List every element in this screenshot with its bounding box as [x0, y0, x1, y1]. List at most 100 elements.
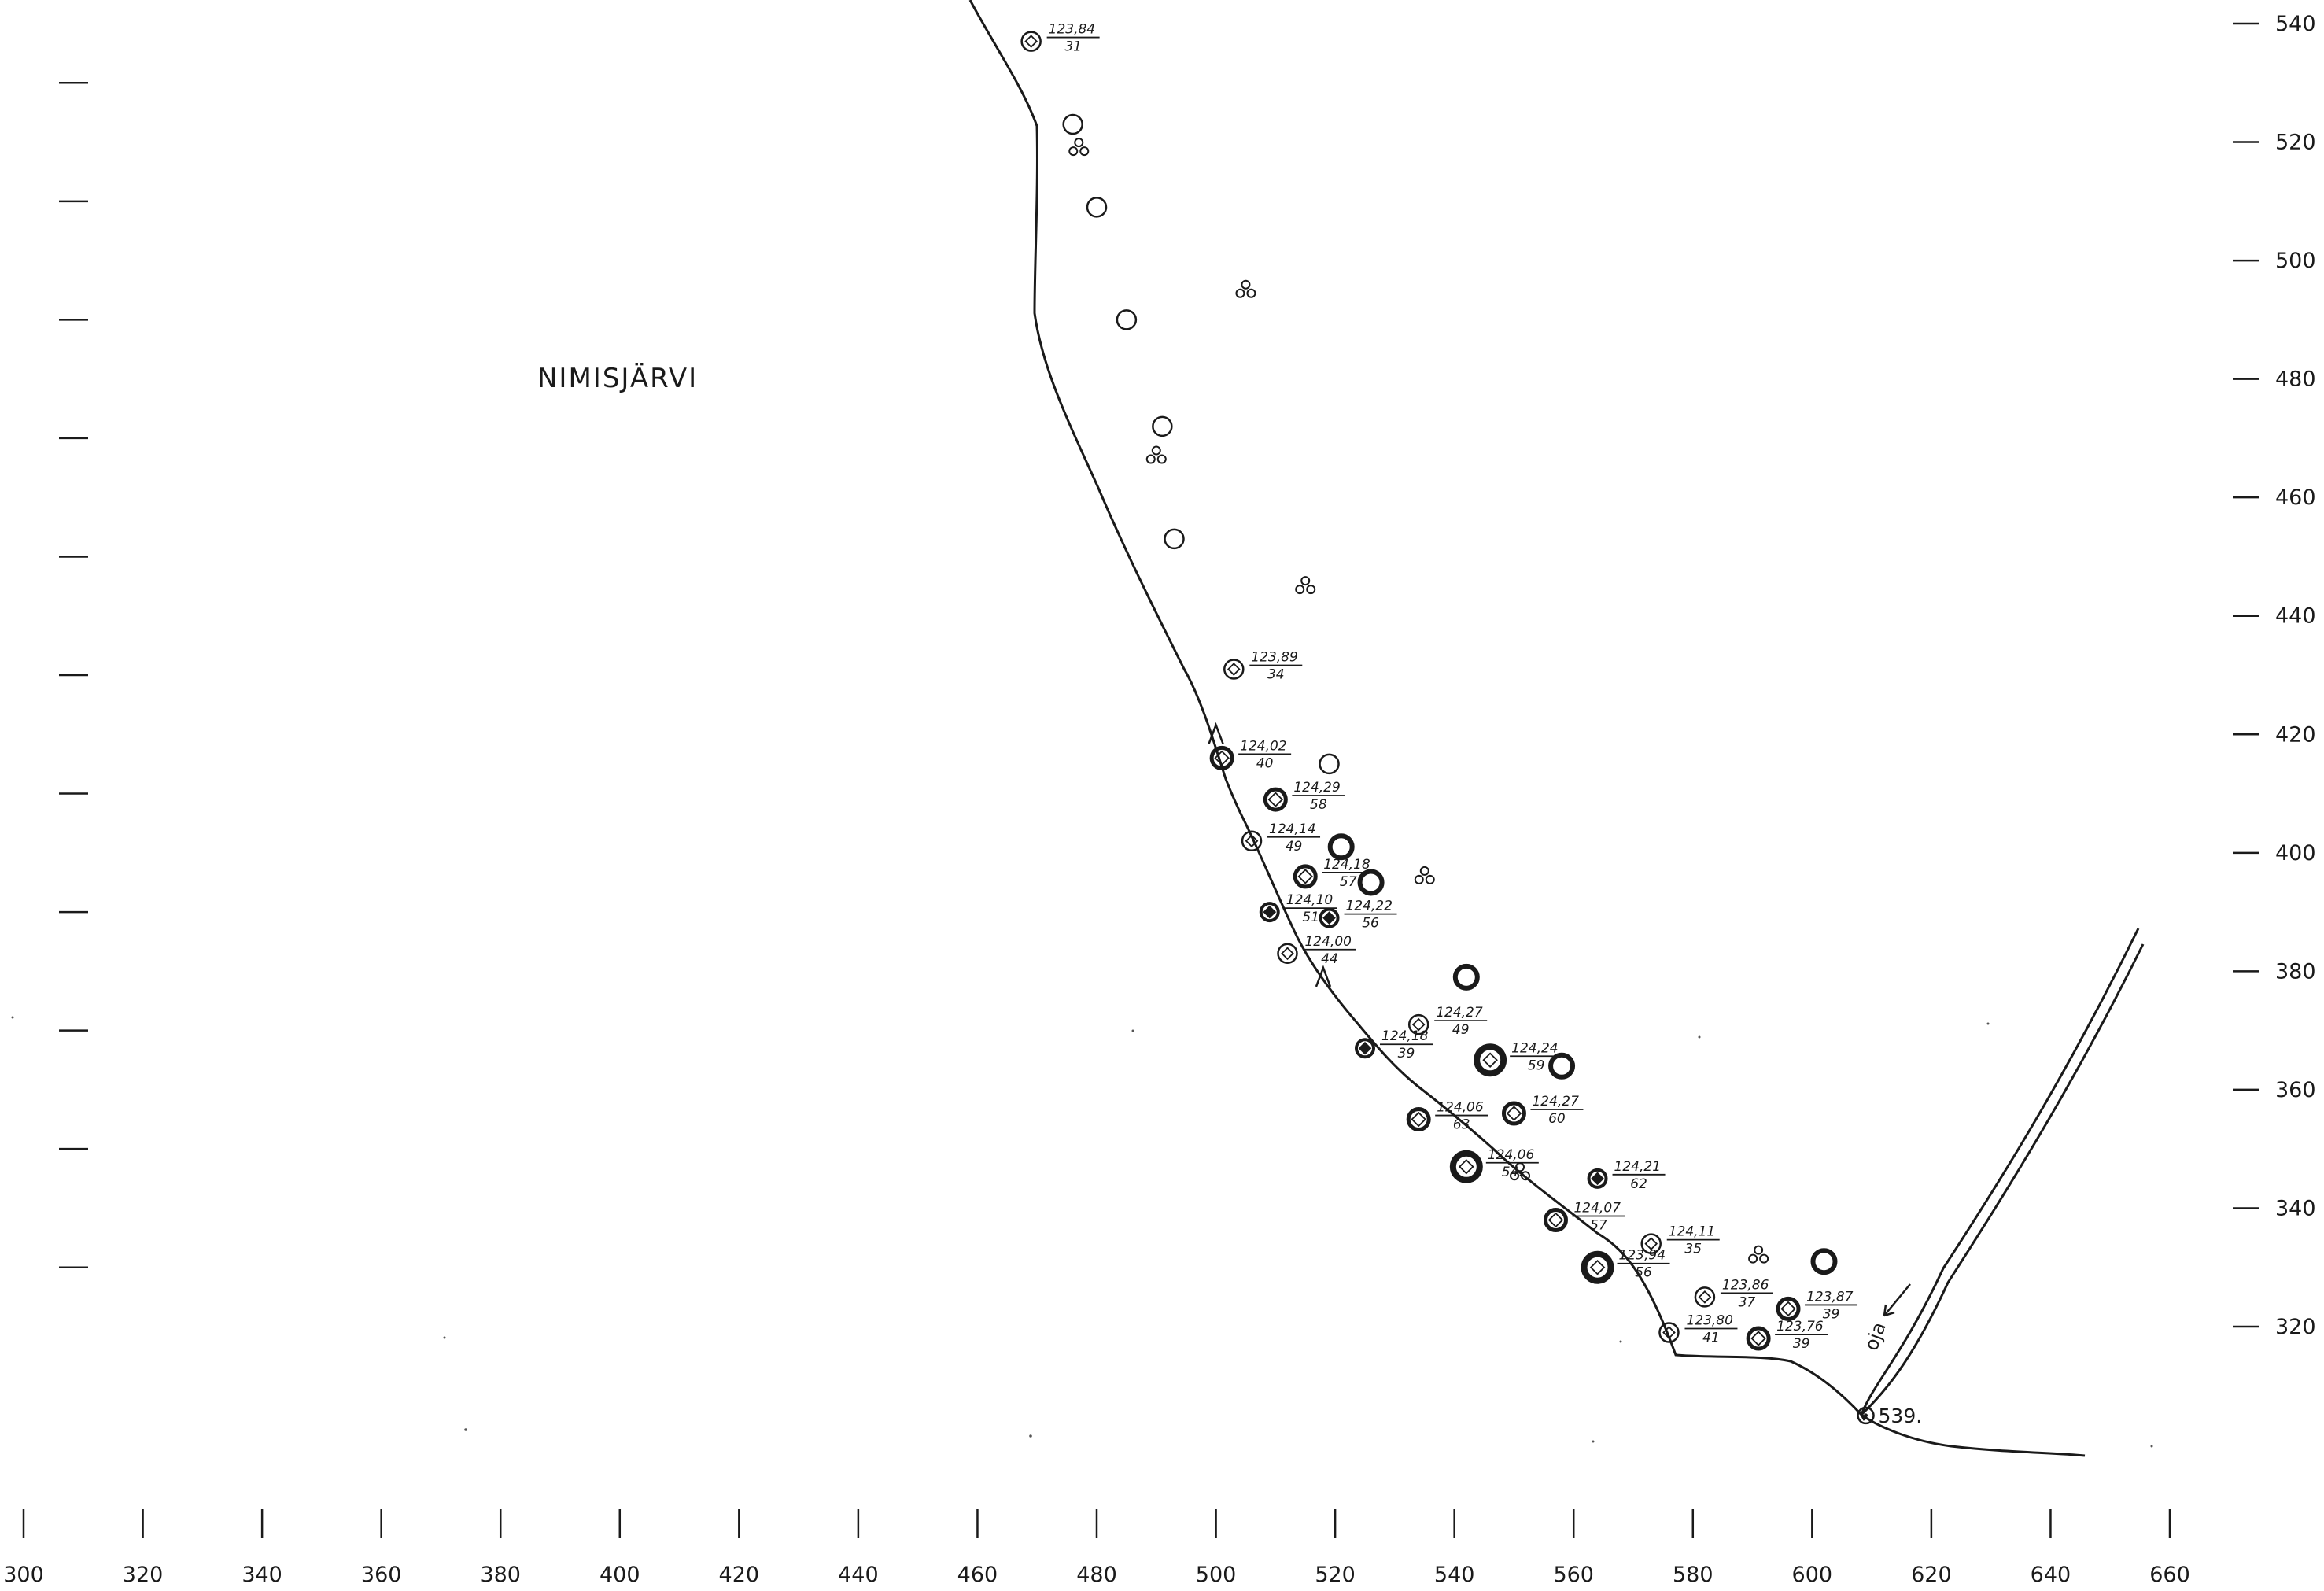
y-tick-label: 500	[2275, 249, 2316, 273]
x-tick-label: 420	[719, 1563, 760, 1587]
well-square-icon	[1644, 1237, 1658, 1250]
y-tick-label: 320	[2275, 1315, 2316, 1339]
well-square-icon	[1589, 1259, 1606, 1275]
well-depth: 41	[1702, 1331, 1720, 1346]
y-axis: 540 520 500 480 460 440 420 400 380 360 340 320	[2233, 12, 2316, 1339]
open-ring-icon	[1116, 309, 1138, 330]
well-ring-icon	[1474, 1043, 1507, 1077]
well-ring-icon	[1581, 1250, 1614, 1284]
well-ring-icon	[1406, 1107, 1431, 1132]
bold-ring-icon	[1327, 833, 1355, 861]
cluster-markers	[1068, 138, 1769, 1264]
stone-cluster-icon	[1145, 445, 1167, 464]
well-ring-icon	[1857, 1406, 1875, 1425]
well-depth: 39	[1398, 1046, 1415, 1061]
x-tick-label: 400	[599, 1563, 640, 1587]
river-mouth-shore	[1861, 1413, 2086, 1457]
x-tick-label: 440	[838, 1563, 879, 1587]
well-marker: 124,14 49	[1241, 821, 1321, 855]
y-tick-label: 460	[2275, 485, 2316, 510]
well-depth: 57	[1340, 874, 1357, 890]
well-square-icon	[1214, 750, 1230, 766]
open-ring-icon	[1062, 113, 1083, 135]
river-bank-left	[1860, 928, 2140, 1416]
point-539-label: 539.	[1879, 1405, 1923, 1427]
x-tick-label: 520	[1315, 1563, 1356, 1587]
well-depth: 58	[1310, 797, 1327, 813]
y-tick-label: 380	[2275, 959, 2316, 984]
well-depth: 44	[1321, 951, 1338, 967]
well-elevation: 123,94	[1619, 1248, 1666, 1264]
well-marker: 124,18 39	[1355, 1028, 1433, 1061]
well-square-icon	[1263, 905, 1277, 919]
stone-cluster-icon	[1295, 576, 1316, 595]
well-ring-icon	[1020, 31, 1042, 52]
well-marker	[1857, 1406, 1875, 1425]
y-tick-label: 480	[2275, 367, 2316, 392]
well-elevation: 123,86	[1722, 1277, 1769, 1293]
well-square-icon	[1780, 1301, 1796, 1317]
y-tick-label: 360	[2275, 1078, 2316, 1102]
well-elevation: 124,06	[1437, 1100, 1484, 1116]
y-tick-label: 540	[2275, 12, 2316, 36]
open-ring-icon	[1319, 753, 1340, 775]
x-tick-label: 340	[242, 1563, 282, 1587]
well-square-icon	[1411, 1111, 1426, 1128]
stone-cluster-icon	[1235, 279, 1256, 298]
well-depth: 31	[1064, 39, 1082, 55]
caret-markers	[1208, 722, 1332, 987]
well-ring-icon	[1293, 864, 1318, 889]
open-ring-icon	[1152, 415, 1173, 437]
well-depth: 60	[1548, 1111, 1566, 1127]
well-ring-icon	[1694, 1286, 1716, 1308]
well-marker: 124,27 60	[1501, 1094, 1584, 1127]
well-square-icon	[1227, 663, 1241, 676]
well-elevation: 124,27	[1436, 1005, 1483, 1021]
x-tick-label: 560	[1553, 1563, 1594, 1587]
x-tick-label: 500	[1196, 1563, 1237, 1587]
stone-cluster-icon	[1068, 138, 1090, 157]
lake-name-label: NIMISJÄRVI	[537, 363, 698, 394]
well-square-icon	[1698, 1290, 1712, 1304]
well-elevation: 124,10	[1286, 892, 1333, 908]
well-depth: 39	[1823, 1306, 1840, 1322]
well-square-icon	[1662, 1326, 1676, 1339]
well-square-icon	[1482, 1052, 1498, 1069]
well-elevation: 123,76	[1776, 1319, 1824, 1334]
well-marker: 124,22 56	[1319, 899, 1397, 932]
well-depth: 54.	[1502, 1165, 1523, 1180]
well-depth: 51	[1302, 910, 1319, 925]
well-square-icon	[1547, 1212, 1564, 1228]
well-ring-icon	[1543, 1208, 1568, 1233]
well-elevation: 124,02	[1240, 738, 1286, 754]
river-label: oja	[1860, 1320, 1891, 1353]
well-depth: 62	[1630, 1176, 1647, 1192]
x-tick-label: 580	[1673, 1563, 1713, 1587]
well-ring-icon	[1501, 1101, 1526, 1126]
well-marker: 123,76 39	[1746, 1319, 1828, 1352]
ring-markers	[1062, 113, 1838, 1275]
x-tick-label: 460	[957, 1563, 998, 1587]
x-tick-label: 660	[2149, 1563, 2190, 1587]
open-ring-icon	[1164, 528, 1185, 550]
well-square-icon	[1358, 1041, 1372, 1055]
well-depth: 56	[1362, 916, 1379, 932]
well-elevation: 123,80	[1686, 1313, 1732, 1329]
y-tick-label: 340	[2275, 1196, 2316, 1220]
bold-ring-icon	[1548, 1052, 1576, 1080]
well-ring-icon	[1263, 787, 1288, 812]
well-marker: 123,80 41	[1658, 1313, 1738, 1346]
well-depth: 40	[1256, 755, 1274, 771]
well-square-icon	[1411, 1017, 1426, 1032]
x-tick-label: 320	[123, 1563, 164, 1587]
well-ring-icon	[1449, 1150, 1483, 1183]
well-elevation: 124,21	[1614, 1159, 1661, 1175]
scan-specks	[11, 1016, 2153, 1448]
well-square-icon	[1459, 1159, 1474, 1175]
